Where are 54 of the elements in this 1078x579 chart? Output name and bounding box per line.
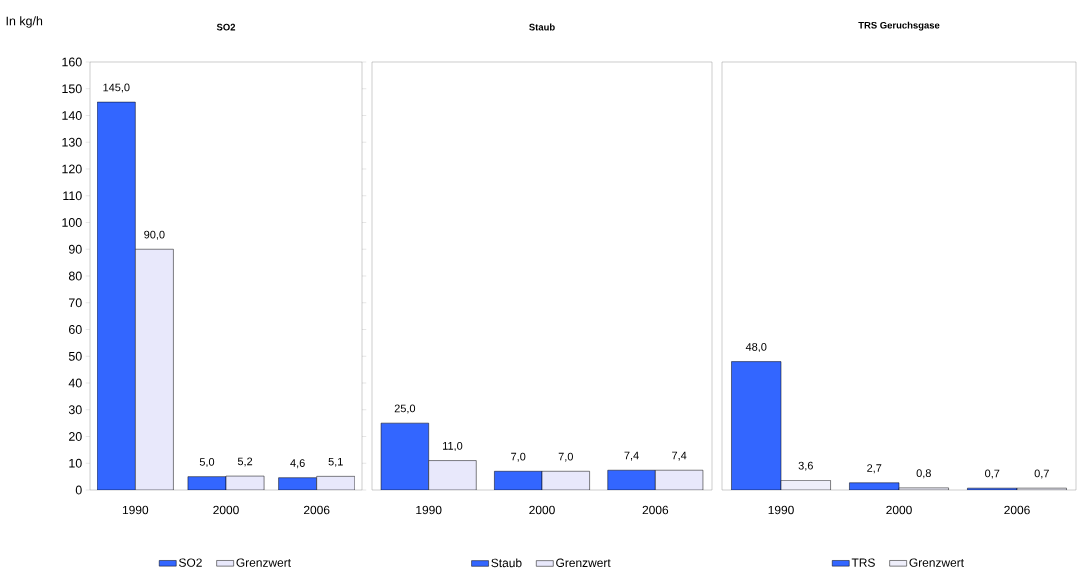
data-label: 11,0 bbox=[443, 442, 463, 452]
data-label: 2,7 bbox=[867, 464, 882, 474]
legend-label: SO2 bbox=[179, 558, 202, 567]
x-tick-label: 1990 bbox=[122, 505, 149, 515]
y-tick-label: 0 bbox=[75, 485, 82, 495]
x-tick-label: 2000 bbox=[213, 505, 239, 515]
x-tick-label: 1990 bbox=[768, 505, 794, 515]
data-label: 5,0 bbox=[199, 458, 215, 468]
y-tick-label: 60 bbox=[69, 325, 82, 334]
y-tick-label: 30 bbox=[68, 405, 82, 415]
y-tick-label: 80 bbox=[68, 271, 82, 281]
y-tick-label: 90 bbox=[68, 244, 82, 254]
y-tick-label: 50 bbox=[68, 351, 82, 361]
y-tick-label: 150 bbox=[62, 84, 82, 94]
data-label: 7,4 bbox=[624, 451, 639, 461]
legend-label: TRS bbox=[851, 558, 875, 567]
data-label: 5,2 bbox=[237, 457, 253, 467]
chart-title: SO2 bbox=[216, 23, 236, 31]
y-tick-label: 70 bbox=[69, 298, 82, 308]
data-label: 7,0 bbox=[511, 452, 526, 462]
data-label: 7,4 bbox=[672, 451, 687, 461]
x-tick-label: 2000 bbox=[529, 505, 555, 515]
y-tick-label: 20 bbox=[69, 432, 82, 441]
y-tick-label: 120 bbox=[62, 164, 82, 174]
legend-label: Grenzwert bbox=[909, 558, 964, 567]
y-tick-label: 130 bbox=[62, 137, 82, 147]
data-label: 4,6 bbox=[290, 459, 305, 469]
data-label: 145,0 bbox=[103, 83, 130, 93]
x-tick-label: 2006 bbox=[642, 505, 669, 515]
y-tick-label: 160 bbox=[62, 57, 82, 67]
data-label: 48,0 bbox=[745, 343, 767, 353]
y-axis-title: In kg/h bbox=[6, 16, 43, 28]
legend-label: Staub bbox=[491, 558, 522, 568]
data-label: 0,8 bbox=[916, 469, 931, 479]
chart-title: Staub bbox=[529, 23, 555, 31]
chart-title: TRS Geruchsgase bbox=[858, 21, 940, 31]
x-tick-label: 2006 bbox=[1004, 505, 1030, 515]
data-label: 0,7 bbox=[1034, 469, 1049, 479]
legend-label: Grenzwert bbox=[556, 558, 611, 567]
data-label: 3,6 bbox=[798, 461, 813, 471]
y-tick-label: 10 bbox=[69, 458, 82, 468]
x-tick-label: 2000 bbox=[886, 505, 912, 515]
y-tick-label: 140 bbox=[62, 111, 82, 120]
data-label: 25,0 bbox=[394, 404, 416, 414]
y-tick-label: 110 bbox=[63, 191, 82, 201]
legend-label: Grenzwert bbox=[236, 558, 291, 567]
data-label: 90,0 bbox=[144, 230, 165, 240]
x-tick-label: 2006 bbox=[303, 505, 330, 515]
data-label: 5,1 bbox=[328, 457, 343, 467]
y-tick-label: 40 bbox=[68, 378, 82, 388]
x-tick-label: 1990 bbox=[416, 505, 442, 515]
y-tick-label: 100 bbox=[62, 218, 82, 227]
data-label: 0,7 bbox=[985, 469, 1000, 479]
data-label: 7,0 bbox=[558, 452, 573, 462]
